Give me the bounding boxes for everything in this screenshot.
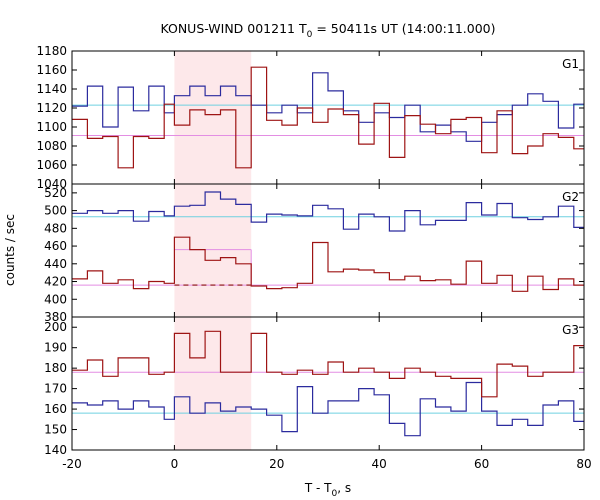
g3-series-blue — [72, 381, 584, 437]
g2-series-blue — [72, 191, 584, 232]
g3-ytick-label: 180 — [44, 361, 67, 375]
g3-frame — [71, 316, 585, 451]
g3-ytick-label: 200 — [44, 320, 67, 334]
g1-ytick-label: 1080 — [36, 139, 67, 153]
g2-ytick-label: 480 — [44, 221, 67, 235]
x-tick-label: 0 — [171, 457, 179, 471]
g1-ytick-label: 1060 — [36, 158, 67, 172]
g2-panel-label: G2 — [562, 190, 579, 204]
g3-ytick-label: 150 — [44, 423, 67, 437]
plot-frames — [71, 50, 585, 451]
g3-ytick-label: 160 — [44, 402, 67, 416]
g2-ytick-label: 440 — [44, 257, 67, 271]
g2-ytick-label: 520 — [44, 186, 67, 200]
x-tick-label: 20 — [269, 457, 284, 471]
g1-series-blue — [72, 72, 584, 142]
chart-title: KONUS-WIND 001211 T0 = 50411s UT (14:00:… — [160, 21, 495, 40]
g3-series-red — [72, 330, 584, 398]
g1-ytick-label: 1140 — [36, 82, 67, 96]
burst-interval-shading — [174, 51, 252, 450]
x-tick-label: 40 — [372, 457, 387, 471]
g1-ytick-label: 1160 — [36, 63, 67, 77]
g1-series-red — [72, 66, 584, 169]
x-axis-label: T - T0, s — [304, 481, 351, 499]
g2-series-red — [72, 236, 584, 292]
g1-ytick-label: 1120 — [36, 101, 67, 115]
y-axis-label: counts / sec — [3, 214, 17, 286]
burst-shade-rect — [174, 51, 252, 450]
g1-panel-label: G1 — [562, 57, 579, 71]
g1-ytick-label: 1180 — [36, 44, 67, 58]
x-tick-label: 80 — [576, 457, 591, 471]
light-curves — [72, 66, 584, 437]
g3-ytick-label: 170 — [44, 382, 67, 396]
g2-ytick-label: 380 — [44, 310, 67, 324]
x-tick-label: -20 — [62, 457, 82, 471]
g1-ytick-label: 1040 — [36, 177, 67, 191]
g2-ytick-label: 400 — [44, 292, 67, 306]
tick-labels: 10401060108011001120114011601180G1380400… — [36, 44, 591, 471]
g1-ytick-label: 1100 — [36, 120, 67, 134]
g2-ytick-label: 500 — [44, 204, 67, 218]
g3-ytick-label: 190 — [44, 341, 67, 355]
x-tick-label: 60 — [474, 457, 489, 471]
g2-ytick-label: 460 — [44, 239, 67, 253]
g3-panel-label: G3 — [562, 323, 579, 337]
g2-ytick-label: 420 — [44, 275, 67, 289]
g3-ytick-label: 140 — [44, 443, 67, 457]
